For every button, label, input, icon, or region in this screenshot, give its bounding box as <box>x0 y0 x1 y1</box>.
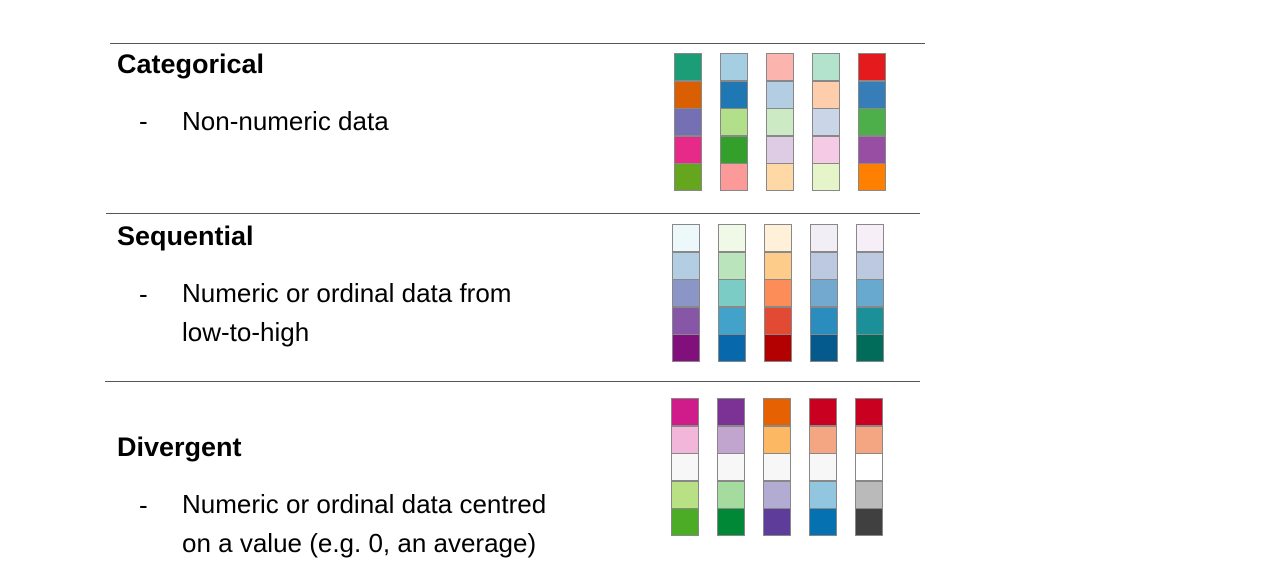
color-swatch <box>764 251 792 280</box>
color-swatch <box>766 80 794 109</box>
bullet-dash: - <box>139 106 148 136</box>
section-title-divergent: Divergent <box>117 432 242 462</box>
color-swatch <box>810 334 838 362</box>
color-swatch <box>717 398 745 426</box>
color-swatch <box>720 135 748 164</box>
color-swatch <box>671 425 699 454</box>
color-swatch <box>764 334 792 362</box>
color-swatch <box>718 306 746 335</box>
section-description-line: Non-numeric data <box>182 106 389 136</box>
color-swatch <box>766 53 794 81</box>
color-swatch <box>674 80 702 109</box>
color-swatch <box>858 135 886 164</box>
color-swatch <box>812 108 840 136</box>
color-swatch <box>718 334 746 362</box>
color-swatch <box>856 279 884 307</box>
color-swatch <box>720 163 748 191</box>
section-description-line: Numeric or ordinal data centred <box>182 489 547 519</box>
color-swatch <box>855 425 883 454</box>
color-swatch <box>810 224 838 252</box>
color-swatch <box>763 480 791 509</box>
color-swatch <box>763 425 791 454</box>
color-swatch <box>764 306 792 335</box>
color-swatch <box>717 453 745 481</box>
color-swatch <box>672 306 700 335</box>
color-swatch <box>763 453 791 481</box>
section-description-line: Numeric or ordinal data from <box>182 278 512 308</box>
color-swatch <box>855 453 883 481</box>
color-swatch <box>812 53 840 81</box>
color-swatch <box>720 53 748 81</box>
section-title-sequential: Sequential <box>117 221 254 251</box>
color-swatch <box>809 425 837 454</box>
color-swatch <box>720 80 748 109</box>
color-swatch <box>763 508 791 536</box>
color-swatch <box>674 135 702 164</box>
bullet-dash: - <box>139 490 148 520</box>
color-swatch <box>855 508 883 536</box>
bullet-dash: - <box>139 279 148 309</box>
color-swatch <box>858 108 886 136</box>
color-swatch <box>672 334 700 362</box>
divider-top <box>110 43 925 44</box>
color-swatch <box>812 163 840 191</box>
color-swatch <box>672 279 700 307</box>
color-swatch <box>809 480 837 509</box>
color-swatch <box>671 398 699 426</box>
color-swatch <box>672 224 700 252</box>
color-swatch <box>809 453 837 481</box>
color-swatch <box>809 398 837 426</box>
color-swatch <box>856 224 884 252</box>
color-swatch <box>812 135 840 164</box>
color-swatch <box>718 279 746 307</box>
color-swatch <box>672 251 700 280</box>
color-swatch <box>858 163 886 191</box>
color-swatch <box>856 251 884 280</box>
color-swatch <box>855 398 883 426</box>
color-swatch <box>810 251 838 280</box>
color-swatch <box>671 508 699 536</box>
color-swatch <box>812 80 840 109</box>
color-swatch <box>766 135 794 164</box>
color-swatch <box>674 163 702 191</box>
color-swatch <box>718 251 746 280</box>
color-swatch <box>717 425 745 454</box>
color-swatch <box>855 480 883 509</box>
color-swatch <box>810 306 838 335</box>
color-swatch <box>764 279 792 307</box>
divider-categorical-sequential <box>106 213 920 214</box>
color-swatch <box>718 224 746 252</box>
color-swatch <box>856 334 884 362</box>
color-swatch <box>809 508 837 536</box>
color-swatch <box>763 398 791 426</box>
color-swatch <box>856 306 884 335</box>
color-swatch <box>764 224 792 252</box>
color-swatch <box>766 163 794 191</box>
color-swatch <box>858 80 886 109</box>
section-description-line: low-to-high <box>182 317 310 347</box>
color-swatch <box>810 279 838 307</box>
color-swatch <box>766 108 794 136</box>
color-swatch <box>674 53 702 81</box>
color-swatch <box>717 508 745 536</box>
color-swatch <box>720 108 748 136</box>
color-swatch <box>717 480 745 509</box>
color-swatch <box>671 453 699 481</box>
section-title-categorical: Categorical <box>117 49 265 79</box>
color-swatch <box>671 480 699 509</box>
section-description-line: on a value (e.g. 0, an average) <box>182 528 537 558</box>
color-swatch <box>674 108 702 136</box>
color-swatch <box>858 53 886 81</box>
divider-sequential-divergent <box>105 381 920 382</box>
